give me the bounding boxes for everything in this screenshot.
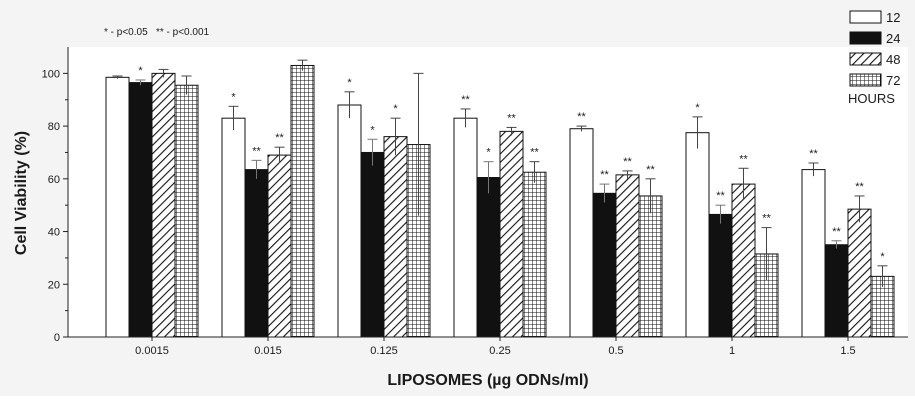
significance-marker: ** <box>507 112 516 124</box>
significance-marker: * <box>347 77 352 89</box>
bar-72h-0.25 <box>522 171 547 338</box>
x-axis-title: LIPOSOMES (µg ODNs/ml) <box>387 372 588 389</box>
significance-marker: * <box>880 251 885 263</box>
significance-marker: * <box>695 102 700 114</box>
bar-12h-0.125 <box>337 104 362 338</box>
bar-48h-1.5 <box>847 208 872 338</box>
bar-24h-0.5 <box>592 192 617 338</box>
legend-label-72: 72 <box>886 73 900 88</box>
legend-label-48: 48 <box>886 52 900 67</box>
bar-48h-0.125 <box>383 136 408 338</box>
bar-24h-0.125 <box>360 151 385 338</box>
y-tick-label: 20 <box>48 279 60 291</box>
legend-label-24: 24 <box>886 31 900 46</box>
bar-24h-1 <box>708 213 733 338</box>
x-tick-label: 0.125 <box>370 345 398 357</box>
significance-marker: * <box>138 65 143 77</box>
bars-layer: ************************************** <box>105 59 895 338</box>
significance-marker: ** <box>855 181 864 193</box>
legend-title: HOURS <box>848 91 895 106</box>
significance-marker: ** <box>832 226 841 238</box>
bar-72h-0.015 <box>290 64 315 338</box>
x-tick-label: 0.25 <box>489 345 510 357</box>
significance-marker: ** <box>530 147 539 159</box>
significance-marker: ** <box>275 132 284 144</box>
bar-48h-0.015 <box>267 154 292 338</box>
legend-swatch-24 <box>849 31 882 45</box>
legend-swatch-12 <box>849 10 882 24</box>
legend: 12 24 48 72 HOURS <box>848 10 900 106</box>
x-tick-label: 1 <box>729 345 735 357</box>
bar-48h-0.25 <box>499 130 524 338</box>
significance-marker: ** <box>716 190 725 202</box>
y-axis-title: Cell Viability (%) <box>13 131 30 255</box>
bar-12h-0.0015 <box>105 76 130 338</box>
legend-swatch-72 <box>849 73 882 87</box>
bar-24h-0.015 <box>244 169 269 338</box>
significance-note: * - p<0.05 ** - p<0.001 <box>104 27 210 38</box>
significance-marker: ** <box>461 94 470 106</box>
significance-marker: * <box>370 124 375 136</box>
bar-12h-0.5 <box>569 128 594 338</box>
significance-marker: * <box>393 103 398 115</box>
bar-24h-0.25 <box>476 177 501 338</box>
bar-72h-0.0015 <box>174 84 199 338</box>
bar-72h-0.5 <box>638 195 663 338</box>
bar-24h-0.0015 <box>128 82 153 338</box>
y-tick-label: 60 <box>48 174 60 186</box>
y-tick-label: 80 <box>48 121 60 133</box>
bar-12h-0.015 <box>221 117 246 338</box>
bar-48h-0.5 <box>615 174 640 338</box>
significance-marker: * <box>486 147 491 159</box>
significance-marker: * <box>231 91 236 103</box>
significance-marker: ** <box>252 145 261 157</box>
significance-marker: ** <box>646 164 655 176</box>
axes-layer: 0.0015 0.015 0.125 0.25 0.5 1 1.5 0 20 40 60 80 100 <box>42 47 908 357</box>
bar-48h-1 <box>731 183 756 338</box>
legend-swatch-48 <box>849 52 882 66</box>
legend-label-12: 12 <box>886 10 900 25</box>
bar-48h-0.0015 <box>151 72 176 338</box>
significance-marker: ** <box>809 148 818 160</box>
significance-marker: ** <box>739 153 748 165</box>
bar-12h-1 <box>685 132 710 338</box>
significance-marker: ** <box>623 156 632 168</box>
x-tick-label: 1.5 <box>840 345 855 357</box>
y-tick-label: 0 <box>54 332 60 344</box>
x-tick-label: 0.5 <box>608 345 623 357</box>
significance-marker: ** <box>762 213 771 225</box>
significance-marker: ** <box>577 111 586 123</box>
significance-marker: ** <box>600 169 609 181</box>
bar-12h-0.25 <box>453 117 478 338</box>
x-tick-label: 0.0015 <box>135 345 169 357</box>
bar-24h-1.5 <box>824 244 849 338</box>
bar-12h-1.5 <box>801 169 826 338</box>
y-tick-label: 40 <box>48 227 60 239</box>
y-tick-label: 100 <box>42 68 60 80</box>
x-tick-label: 0.015 <box>254 345 282 357</box>
